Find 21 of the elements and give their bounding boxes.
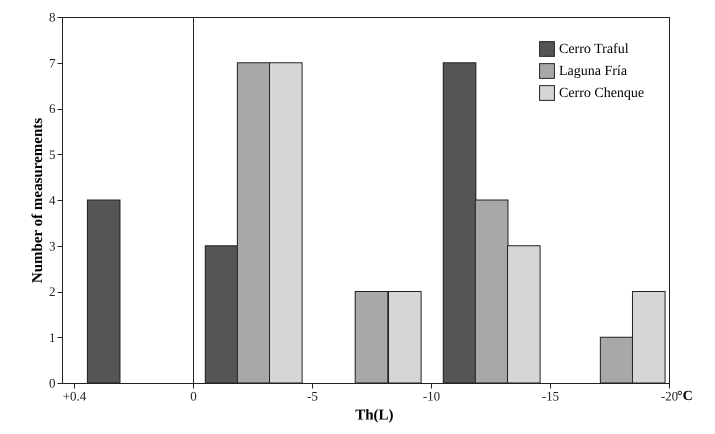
y-tick-label: 1 — [49, 330, 56, 345]
y-tick-label: 0 — [49, 376, 56, 390]
y-tick-label: 5 — [49, 146, 56, 162]
x-tick-label: +0.4 — [62, 388, 87, 404]
x-tick-label: -10 — [422, 388, 440, 404]
x-axis-title: Th(L) — [355, 408, 394, 424]
y-tick-label: 3 — [49, 238, 56, 254]
legend-label: Cerro Chenque — [559, 86, 644, 101]
y-tick-label: 6 — [49, 101, 56, 116]
y-tick-label: 8 — [49, 10, 56, 24]
x-tick-label: -5 — [307, 388, 318, 404]
legend-label: Laguna Fría — [559, 64, 628, 79]
x-tick-label: 0 — [190, 388, 197, 404]
legend-label: Cerro Traful — [559, 42, 629, 57]
y-axis-title: Number of measurements — [30, 118, 46, 284]
x-tick-label: -15 — [542, 388, 560, 404]
y-tick-label: 2 — [49, 284, 56, 299]
x-tick-label: -20 — [660, 388, 678, 404]
y-tick-label: 4 — [49, 192, 56, 208]
y-tick-label: 7 — [49, 55, 56, 70]
text: °C — [677, 389, 693, 405]
